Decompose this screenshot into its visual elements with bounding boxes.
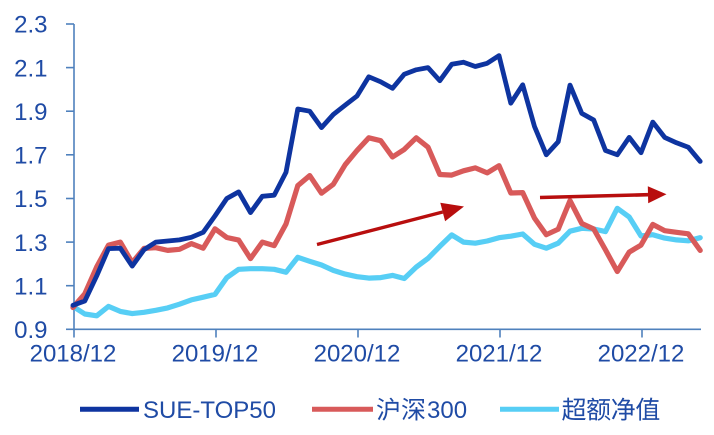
svg-text:2020/12: 2020/12 (314, 341, 401, 368)
svg-text:2.3: 2.3 (14, 12, 47, 39)
svg-text:1.7: 1.7 (14, 143, 47, 170)
svg-text:300: 300 (427, 397, 467, 424)
svg-text:1.9: 1.9 (14, 99, 47, 126)
svg-text:1.5: 1.5 (14, 186, 47, 213)
svg-text:SUE-TOP50: SUE-TOP50 (143, 397, 276, 424)
svg-text:1.1: 1.1 (14, 273, 47, 300)
svg-text:2022/12: 2022/12 (598, 341, 685, 368)
svg-text:0.9: 0.9 (14, 317, 47, 344)
svg-text:2019/12: 2019/12 (172, 341, 259, 368)
svg-text:2021/12: 2021/12 (456, 341, 543, 368)
svg-text:2018/12: 2018/12 (30, 341, 117, 368)
svg-text:1.3: 1.3 (14, 230, 47, 257)
svg-text:2.1: 2.1 (14, 55, 47, 82)
